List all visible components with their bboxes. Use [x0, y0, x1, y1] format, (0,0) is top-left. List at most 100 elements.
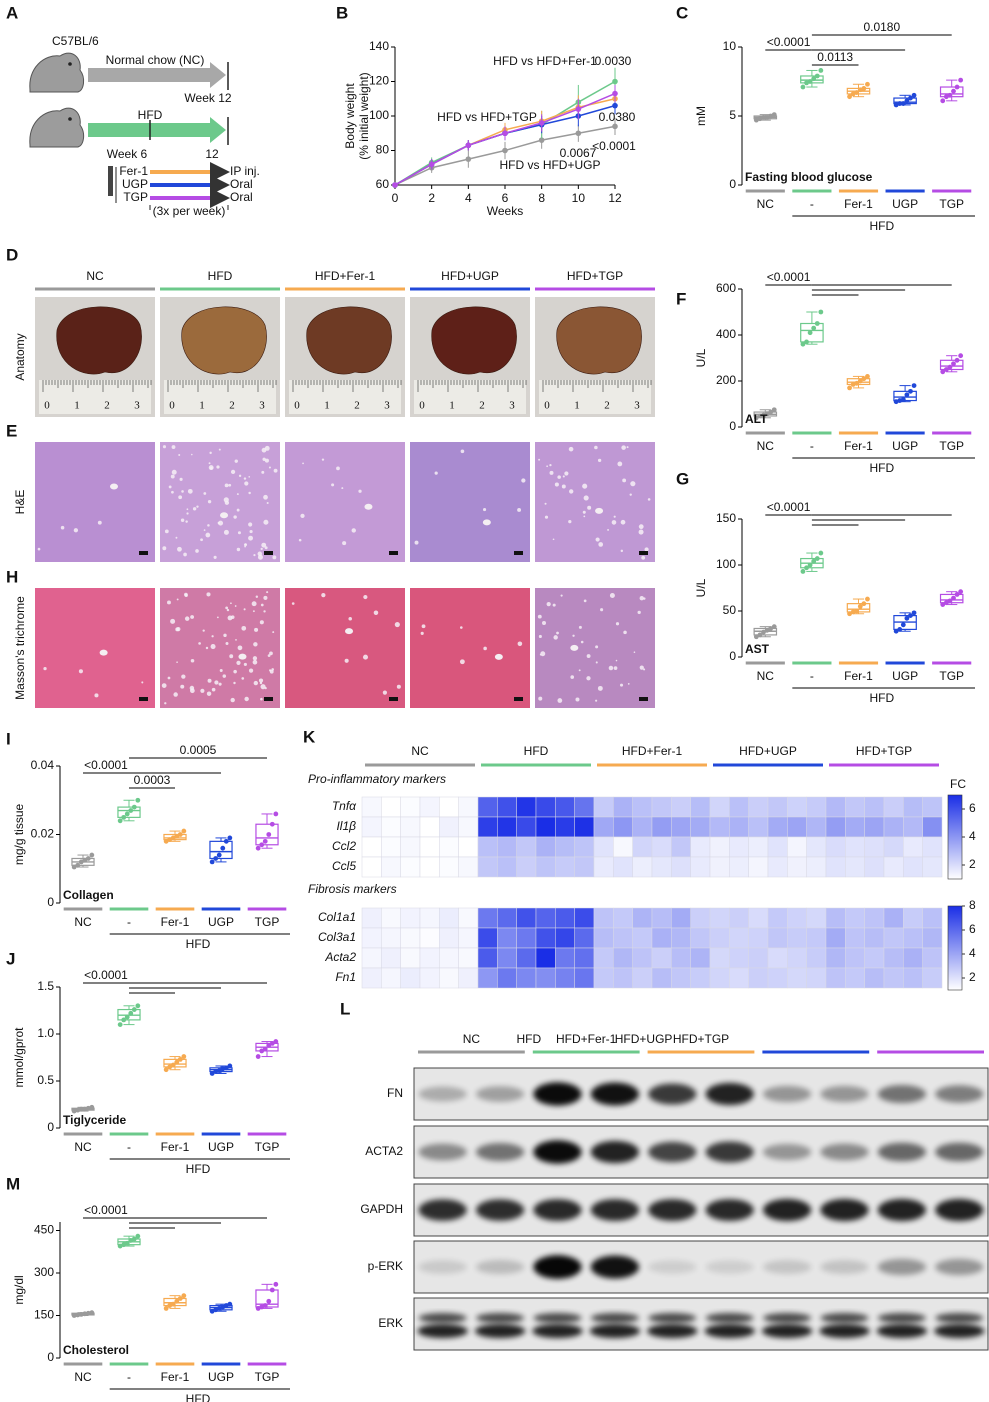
heatmap-cell [690, 816, 711, 838]
data-point [575, 130, 582, 137]
blot-band [418, 1313, 467, 1323]
data-point [181, 828, 187, 834]
category-label: Fer-1 [844, 197, 873, 211]
heatmap-cell [671, 907, 691, 929]
data-point [117, 1022, 123, 1027]
histology-image [160, 442, 280, 562]
data-point [167, 1064, 173, 1070]
histology-vacuole [542, 620, 547, 625]
panel-title: ALT [745, 412, 768, 426]
heatmap-cell [477, 907, 498, 929]
heatmap-cell [497, 856, 517, 878]
heatmap-cell [671, 796, 691, 818]
heatmap-cell [883, 816, 904, 838]
blot-band [762, 1143, 812, 1161]
histology-vacuole [260, 684, 266, 690]
row-label: H&E [13, 490, 27, 515]
blot-band [590, 1199, 640, 1221]
blot-band [935, 1085, 984, 1103]
category-label: NC [74, 1370, 92, 1384]
row-label: Anatomy [13, 333, 27, 380]
heatmap-cell [497, 816, 517, 838]
data-point [121, 1017, 127, 1023]
p-value: 0.0003 [134, 773, 171, 787]
data-point [854, 90, 860, 95]
heatmap-cell [593, 796, 614, 818]
histology-vacuole [206, 691, 212, 696]
histology-vacuole [171, 469, 177, 475]
blot-band [704, 1324, 755, 1338]
histology-vacuole [243, 477, 247, 480]
data-point [85, 1310, 91, 1316]
data-point [163, 1067, 169, 1073]
histology-vacuole [556, 631, 559, 635]
group-label: HFD+UGP [615, 1032, 673, 1046]
histology-vacuole [269, 669, 274, 674]
heatmap-cell [748, 836, 769, 858]
route-label: IP inj. [230, 164, 260, 178]
nc-end-label: Week 12 [184, 91, 231, 105]
heatmap-cell [361, 796, 382, 818]
heatmap-cell [381, 796, 401, 818]
heatmap-cell [419, 967, 440, 989]
category-label: UGP [892, 197, 918, 211]
histology-vacuole [348, 617, 352, 621]
data-point [951, 595, 956, 601]
ruler-label: 0 [544, 400, 550, 412]
blot-band [475, 1199, 525, 1221]
histology-vacuole [639, 596, 644, 601]
category-label: UGP [208, 1140, 234, 1154]
histology-vacuole [615, 659, 618, 662]
histology-vacuole [620, 519, 626, 525]
histology-vacuole [236, 547, 241, 552]
group-label: HFD+UGP [441, 269, 499, 283]
heatmap-cell [690, 796, 711, 818]
heatmap-cell [497, 947, 517, 969]
histology-vacuole [255, 595, 259, 598]
p-value: <0.0001 [84, 968, 128, 982]
blot-band [590, 1140, 640, 1164]
histology-image [35, 442, 155, 562]
histology-vacuole [643, 668, 646, 671]
data-point [958, 353, 964, 359]
histology-image [410, 442, 530, 562]
heatmap-cell [767, 796, 788, 818]
data-point [262, 1046, 268, 1052]
heatmap-cell [400, 907, 421, 929]
data-point [865, 81, 870, 87]
heatmap-cell [613, 967, 633, 989]
heatmap-cell [535, 927, 556, 949]
heatmap-cell [651, 927, 672, 949]
y-tick-label: 0.04 [31, 758, 55, 772]
histology-vacuole [43, 666, 47, 671]
blot-band [820, 1143, 869, 1161]
data-point [216, 1068, 222, 1074]
histology-vacuole [613, 666, 618, 670]
x-tick-label: 0 [392, 191, 399, 205]
data-point [220, 845, 226, 851]
histology-image [535, 588, 655, 708]
annotation: <0.0001 [592, 139, 636, 153]
data-point [181, 1293, 187, 1299]
data-point [800, 569, 806, 574]
blot-band [417, 1324, 468, 1338]
histology-vacuole [236, 493, 239, 496]
heatmap-cell [439, 816, 459, 838]
data-point [273, 1281, 279, 1287]
y-tick-label: 150 [716, 511, 736, 525]
histology-vacuole [302, 462, 304, 465]
histology-vacuole [211, 635, 214, 638]
data-point [847, 611, 852, 617]
hfd-arrow [88, 117, 226, 143]
heatmap-cell [632, 927, 653, 949]
panel-label: B [336, 3, 348, 22]
heatmap-cell [748, 947, 769, 969]
histology-vacuole [600, 608, 604, 612]
heatmap-cell [516, 856, 537, 878]
histology-vacuole [190, 615, 195, 619]
histology-vacuole [207, 678, 212, 683]
blot-band [820, 1260, 869, 1274]
histology-vacuole [568, 446, 574, 452]
blot-band [934, 1324, 985, 1338]
blot-band [705, 1313, 754, 1323]
